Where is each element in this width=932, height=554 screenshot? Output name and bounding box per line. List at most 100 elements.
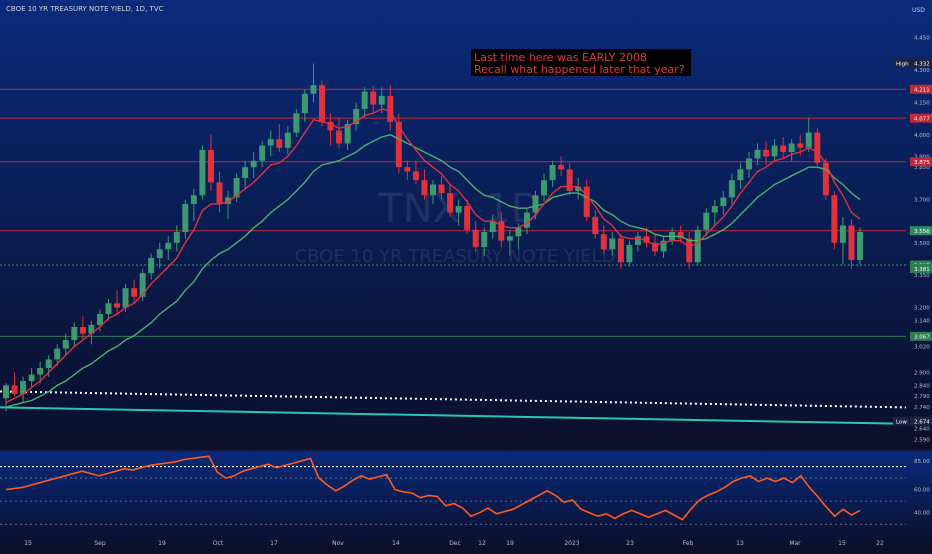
price-label-value: 3.067 bbox=[914, 335, 930, 341]
y-tick-label: 3.140 bbox=[914, 319, 930, 325]
candle-body bbox=[421, 180, 428, 196]
candle bbox=[737, 162, 744, 189]
candle-body bbox=[28, 374, 35, 382]
candle bbox=[805, 117, 812, 153]
price-label: 3.556 bbox=[910, 226, 932, 236]
candle-body bbox=[711, 206, 718, 213]
candle bbox=[549, 160, 556, 187]
candle bbox=[592, 210, 599, 239]
candle-body bbox=[88, 324, 95, 334]
candle-body bbox=[583, 186, 590, 217]
candle-body bbox=[609, 238, 616, 250]
candle-body bbox=[438, 184, 445, 194]
price-label: 3.067 bbox=[910, 331, 932, 341]
candle bbox=[754, 143, 761, 166]
annotation-box: Last time here was EARLY 2008 Recall wha… bbox=[471, 49, 691, 76]
candle bbox=[54, 344, 61, 366]
candle-body bbox=[122, 288, 129, 308]
price-label: 3.875 bbox=[910, 157, 932, 167]
candle-body bbox=[190, 195, 197, 204]
y-tick-label: 2.740 bbox=[914, 405, 930, 411]
candle-body bbox=[797, 143, 804, 148]
candle-body bbox=[481, 232, 488, 248]
candle bbox=[506, 229, 513, 256]
candle-body bbox=[430, 184, 436, 196]
candle bbox=[643, 227, 650, 248]
candle-body bbox=[114, 303, 121, 308]
rsi-tick-label: 85.00 bbox=[914, 459, 930, 465]
rsi-tick-label: 40.00 bbox=[914, 511, 930, 517]
candle-body bbox=[694, 229, 701, 263]
candle bbox=[310, 63, 317, 103]
y-tick-label: 4.300 bbox=[914, 68, 930, 74]
candle-body bbox=[207, 149, 214, 183]
candle-body bbox=[173, 232, 180, 243]
candle-body bbox=[259, 145, 266, 161]
candle-body bbox=[558, 165, 565, 170]
price-label-value: 4.332 bbox=[914, 61, 930, 67]
candle-body bbox=[37, 368, 44, 375]
candle bbox=[216, 171, 223, 213]
candle bbox=[780, 136, 787, 159]
candle-body bbox=[233, 178, 240, 198]
candle-body bbox=[267, 139, 274, 146]
candle-body bbox=[71, 327, 78, 340]
candle bbox=[472, 221, 479, 252]
price-label-tag-bg bbox=[893, 58, 909, 68]
candle bbox=[694, 225, 701, 265]
candle bbox=[558, 156, 565, 176]
candle-body bbox=[387, 95, 394, 122]
candle bbox=[430, 180, 436, 204]
support-dotted-line bbox=[0, 390, 907, 409]
candle bbox=[788, 139, 795, 161]
y-tick-label: 2.640 bbox=[914, 427, 930, 433]
candle-body bbox=[395, 121, 402, 168]
candle-body bbox=[216, 182, 223, 204]
candle-body bbox=[96, 314, 103, 325]
price-label-bg bbox=[910, 226, 932, 236]
x-tick-label: 12 bbox=[478, 540, 486, 547]
candle-body bbox=[660, 240, 667, 252]
candle bbox=[600, 225, 607, 254]
candle-body bbox=[105, 303, 112, 315]
price-label-bg bbox=[910, 113, 932, 123]
candle-body bbox=[515, 227, 522, 237]
candle-body bbox=[703, 212, 710, 230]
ema-fast-line bbox=[5, 108, 861, 404]
candle bbox=[771, 139, 778, 161]
x-tick-label: 14 bbox=[392, 540, 400, 547]
candle bbox=[190, 188, 197, 222]
candle-body bbox=[857, 232, 863, 261]
candle-body bbox=[549, 165, 556, 181]
x-tick-label: 22 bbox=[876, 540, 884, 547]
chart-title: CBOE 10 YR TREASURY NOTE YIELD, 1D, TVC bbox=[6, 5, 164, 13]
candle bbox=[199, 145, 206, 200]
annotation-line1: Last time here was EARLY 2008 bbox=[474, 51, 647, 64]
candle-body bbox=[370, 91, 377, 105]
candle bbox=[404, 160, 411, 181]
candle-body bbox=[318, 85, 325, 122]
candle bbox=[387, 85, 394, 131]
candle bbox=[609, 232, 616, 256]
y-tick-label: 4.450 bbox=[914, 36, 930, 42]
candle-body bbox=[634, 236, 641, 245]
trendline bbox=[0, 406, 907, 425]
watermark-name: CBOE 10 YR TREASURY NOTE YIELD bbox=[295, 246, 616, 267]
candle-body bbox=[11, 385, 18, 394]
candle bbox=[361, 87, 368, 118]
x-tick-label: Oct bbox=[213, 540, 224, 547]
candle bbox=[541, 173, 548, 202]
price-label-value: 3.556 bbox=[914, 229, 930, 235]
candle-body bbox=[250, 160, 257, 168]
candle bbox=[62, 333, 69, 356]
candle bbox=[421, 169, 428, 200]
candle-body bbox=[677, 232, 684, 239]
candle-body bbox=[652, 242, 659, 252]
candle-body bbox=[79, 327, 86, 334]
y-tick-label: 3.200 bbox=[914, 306, 930, 312]
candle-body bbox=[626, 244, 633, 263]
candle-body bbox=[310, 85, 317, 94]
y-tick-label: 2.590 bbox=[914, 437, 930, 443]
x-tick-label: Dec bbox=[449, 540, 461, 547]
